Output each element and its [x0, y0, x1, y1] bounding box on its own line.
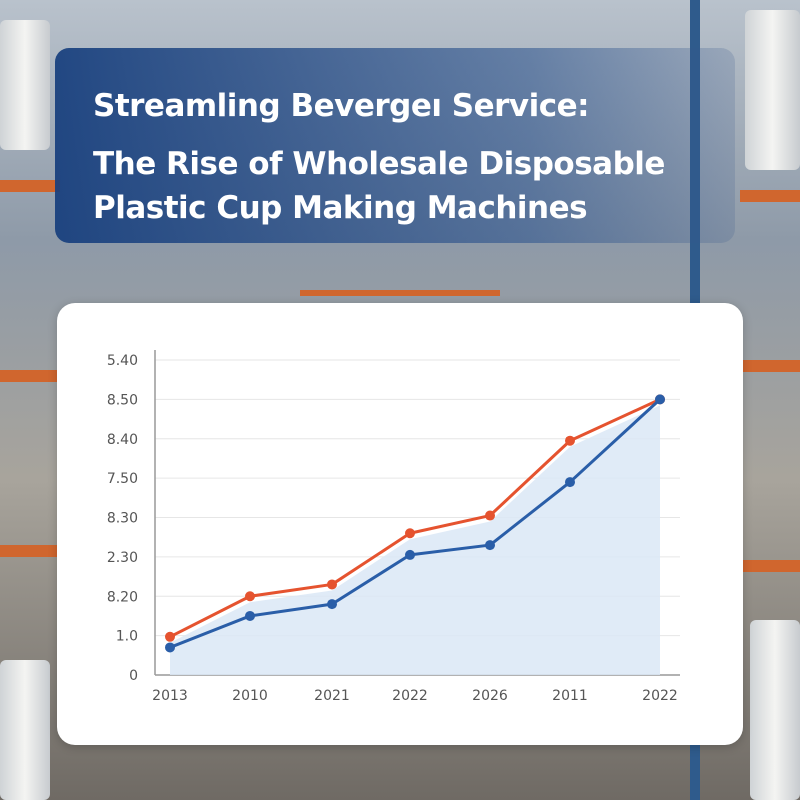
- data-point: [565, 435, 575, 446]
- y-tick-label: 2.30: [107, 550, 138, 566]
- data-point: [327, 579, 337, 590]
- data-point: [405, 549, 415, 560]
- data-point: [245, 610, 255, 621]
- title-line-1: Streamling Bevergeı Service:: [93, 88, 590, 124]
- x-tick-label: 2022: [642, 688, 678, 704]
- y-tick-label: 8.40: [107, 432, 138, 448]
- y-tick-label: 0: [129, 668, 138, 684]
- x-tick-label: 2021: [314, 688, 350, 704]
- x-tick-label: 2022: [392, 688, 428, 704]
- y-tick-label: 8.50: [107, 392, 138, 408]
- y-tick-label: 8.20: [107, 589, 138, 605]
- title-panel: [55, 48, 735, 243]
- area-fill: [170, 405, 660, 675]
- x-tick-label: 2013: [152, 688, 188, 704]
- y-tick-label: 5.40: [107, 353, 138, 369]
- y-tick-label: 1.0: [116, 629, 138, 645]
- y-tick-label: 8.30: [107, 511, 138, 527]
- data-point: [327, 599, 337, 610]
- data-point: [655, 394, 665, 405]
- title-line-2: The Rise of Wholesale Disposable: [93, 146, 665, 182]
- y-tick-label: 7.50: [107, 471, 138, 487]
- x-tick-label: 2011: [552, 688, 588, 704]
- x-tick-label: 2010: [232, 688, 268, 704]
- data-point: [245, 591, 255, 602]
- data-point: [405, 528, 415, 539]
- data-point: [565, 477, 575, 488]
- x-tick-label: 2026: [472, 688, 508, 704]
- title-line-3: Plastic Cup Making Machines: [93, 190, 588, 226]
- data-point: [165, 631, 175, 642]
- data-point: [165, 642, 175, 653]
- data-point: [485, 540, 495, 551]
- data-point: [485, 510, 495, 521]
